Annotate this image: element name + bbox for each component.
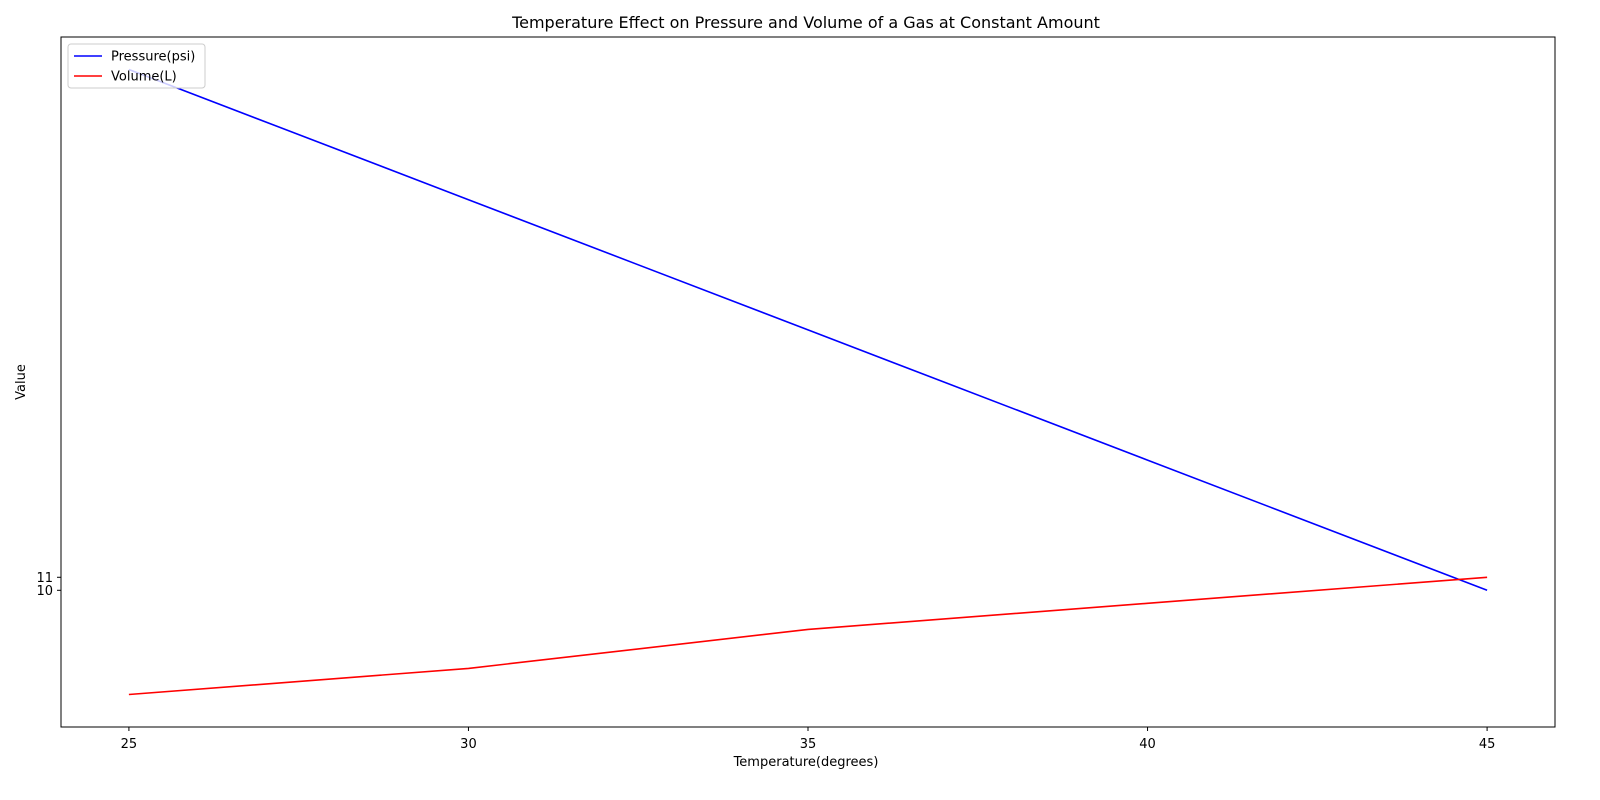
plot-area [128, 68, 1488, 696]
x-tick-label: 25 [121, 737, 138, 752]
legend-box [67, 43, 206, 89]
legend: Pressure(psi) Volume(L) [67, 43, 206, 89]
series-line-volume [128, 576, 1488, 696]
y-tick-label: 10 [36, 584, 53, 599]
legend-label: Volume(L) [111, 70, 177, 85]
x-tick-label: 30 [460, 737, 477, 752]
x-tick-label: 40 [1139, 737, 1156, 752]
chart-title: Temperature Effect on Pressure and Volum… [511, 13, 1100, 32]
series-line-pressure [128, 68, 1488, 592]
y-tick-label: 11 [36, 571, 53, 586]
y-axis-label: Value [14, 364, 29, 400]
legend-label: Pressure(psi) [111, 50, 195, 65]
x-tick-label: 45 [1479, 737, 1496, 752]
x-tick-label: 35 [800, 737, 817, 752]
x-axis: 25 30 35 40 45 [121, 727, 1496, 752]
x-axis-label: Temperature(degrees) [733, 755, 879, 770]
